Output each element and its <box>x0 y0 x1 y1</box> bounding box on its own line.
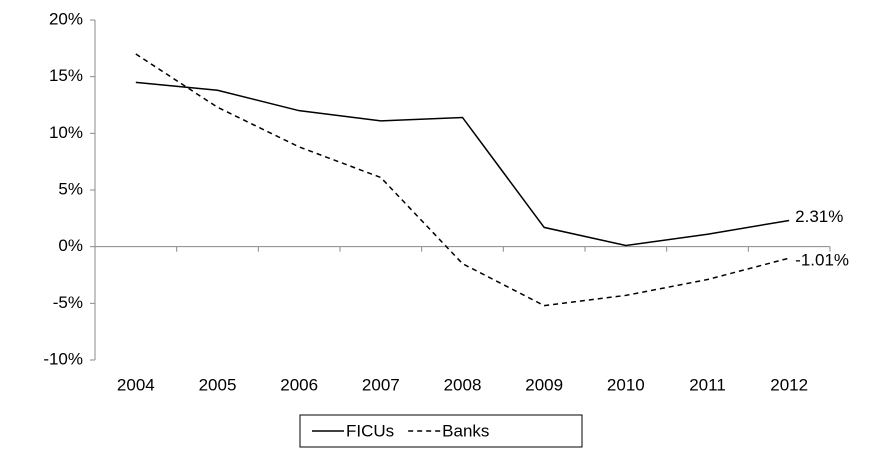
data-label: -1.01% <box>795 251 849 270</box>
y-tick-label: 15% <box>49 66 83 85</box>
legend-box <box>299 414 583 448</box>
legend-label: FICUs <box>346 421 394 440</box>
x-tick-label: 2007 <box>362 375 400 394</box>
y-tick-label: 20% <box>49 9 83 28</box>
x-tick-label: 2005 <box>199 375 237 394</box>
series-line <box>135 81 790 247</box>
y-tick-label: -10% <box>43 349 83 368</box>
legend-label: Banks <box>442 421 489 440</box>
y-tick-label: -5% <box>53 293 83 312</box>
x-tick-label: 2010 <box>607 375 645 394</box>
y-tick-label: 10% <box>49 123 83 142</box>
x-tick-label: 2004 <box>117 375 155 394</box>
y-tick-label: 0% <box>58 236 83 255</box>
y-tick-label: 5% <box>58 179 83 198</box>
x-tick-label: 2012 <box>770 375 808 394</box>
x-tick-label: 2006 <box>280 375 318 394</box>
x-tick-label: 2008 <box>444 375 482 394</box>
data-label: 2.31% <box>795 207 843 226</box>
x-tick-label: 2011 <box>689 375 726 394</box>
series-line <box>135 53 790 307</box>
x-tick-label: 2009 <box>525 375 563 394</box>
